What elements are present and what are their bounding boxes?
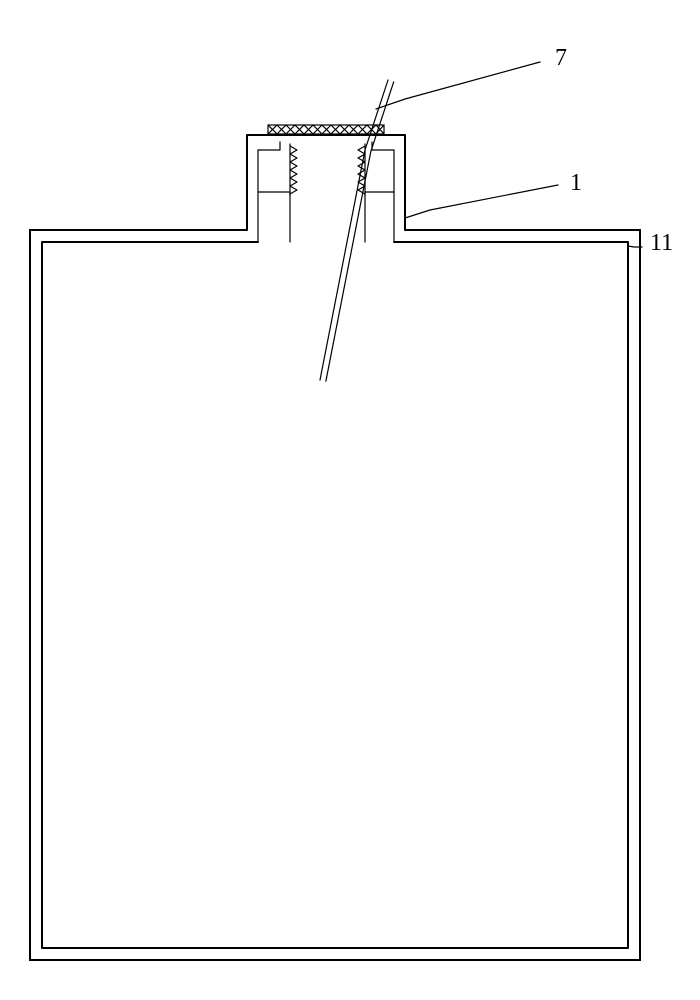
callout-label-1: 1	[570, 170, 582, 196]
callout-label-11: 11	[650, 230, 673, 256]
callout-label-7: 7	[555, 45, 567, 71]
